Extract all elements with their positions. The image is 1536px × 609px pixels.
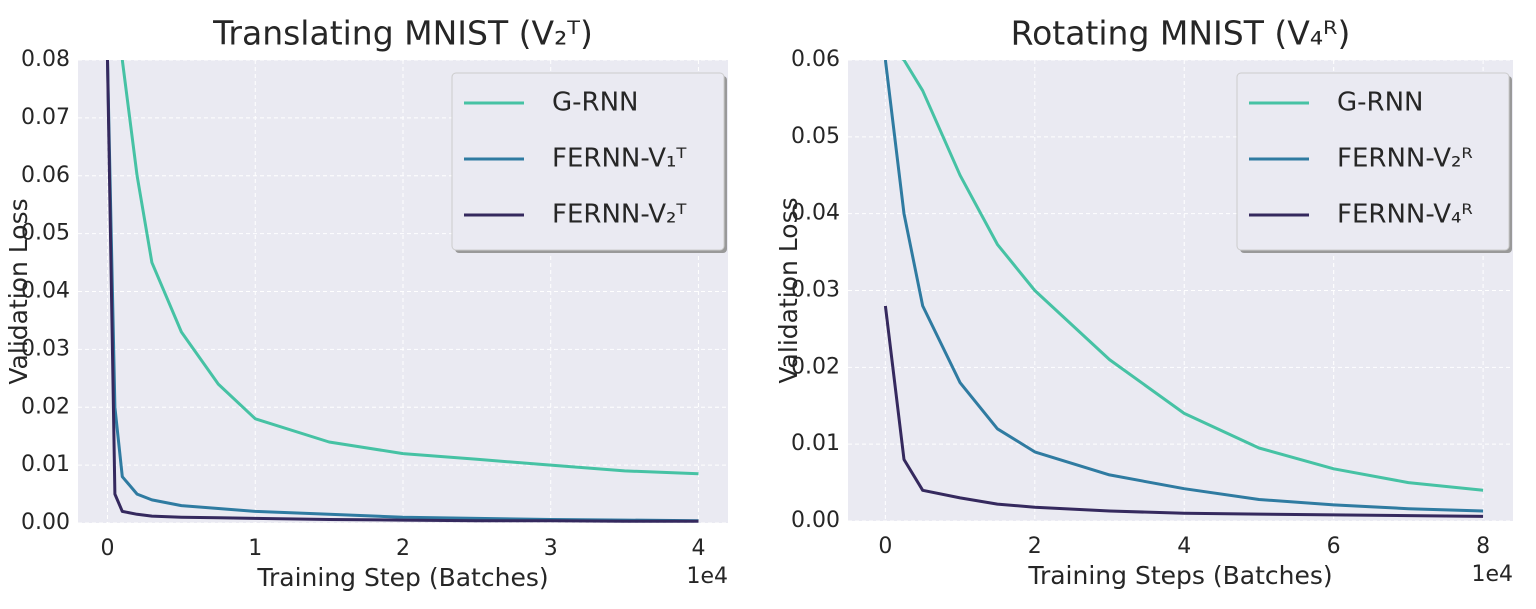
- y-tick-label: 0.07: [21, 105, 70, 130]
- y-tick-label: 0.02: [21, 394, 70, 419]
- x-tick-label: 8: [1476, 534, 1490, 559]
- x-tick-label: 4: [1177, 534, 1191, 559]
- x-tick-label: 4: [691, 536, 705, 561]
- x-tick-label: 0: [101, 536, 115, 561]
- legend-label: G-RNN: [552, 88, 639, 118]
- series-line: [106, 60, 699, 523]
- y-tick-label: 0.05: [21, 221, 70, 246]
- y-axis-label: Validation Loss: [4, 198, 33, 384]
- y-tick-label: 0.04: [791, 201, 840, 226]
- y-tick-label: 0.03: [791, 278, 840, 303]
- y-tick-label: 0.00: [791, 508, 840, 533]
- legend-label: FERNN-V₄ᴿ: [1337, 200, 1473, 230]
- series-line: [883, 305, 1484, 518]
- y-axis-label: Validation Loss: [774, 197, 803, 383]
- lines: [883, 60, 1484, 518]
- legend-label: FERNN-V₂ᵀ: [552, 200, 687, 230]
- series-line: [120, 60, 699, 476]
- y-tick-label: 0.06: [791, 47, 840, 72]
- y-tick-label: 0.03: [21, 336, 70, 361]
- y-tick-label: 0.00: [21, 510, 70, 535]
- x-tick-label: 0: [878, 534, 892, 559]
- chart-title: Rotating MNIST (V₄ᴿ): [1011, 14, 1351, 53]
- legend-label: FERNN-V₁ᵀ: [552, 144, 687, 174]
- x-tick-label: 6: [1327, 534, 1341, 559]
- y-tick-label: 0.01: [791, 431, 840, 456]
- x-tick-label: 2: [1028, 534, 1042, 559]
- legend-box: [1236, 72, 1510, 251]
- y-tick-label: 0.04: [21, 279, 70, 304]
- x-offset-label: 1e4: [1471, 562, 1513, 587]
- chart-title: Translating MNIST (V₂ᵀ): [212, 14, 593, 53]
- series-line: [901, 60, 1484, 492]
- legend-label: G-RNN: [1337, 88, 1424, 118]
- x-axis-label: Training Step (Batches): [256, 563, 548, 592]
- y-tick-label: 0.06: [21, 163, 70, 188]
- series-line: [883, 60, 1484, 513]
- y-tick-label: 0.01: [21, 452, 70, 477]
- y-tick-label: 0.08: [21, 47, 70, 72]
- x-tick-label: 3: [544, 536, 558, 561]
- legend-box: [451, 72, 725, 251]
- x-tick-label: 2: [396, 536, 410, 561]
- y-tick-label: 0.05: [791, 124, 840, 149]
- y-tick-label: 0.02: [791, 354, 840, 379]
- x-offset-label: 1e4: [686, 564, 728, 589]
- x-axis-label: Training Steps (Batches): [1027, 561, 1332, 590]
- lines: [106, 60, 699, 523]
- legend-label: FERNN-V₂ᴿ: [1337, 144, 1473, 174]
- x-tick-label: 1: [248, 536, 262, 561]
